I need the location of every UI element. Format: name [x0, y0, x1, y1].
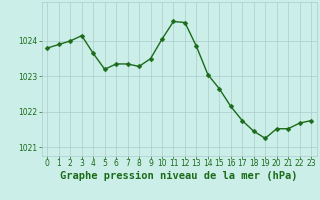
X-axis label: Graphe pression niveau de la mer (hPa): Graphe pression niveau de la mer (hPa) — [60, 171, 298, 181]
